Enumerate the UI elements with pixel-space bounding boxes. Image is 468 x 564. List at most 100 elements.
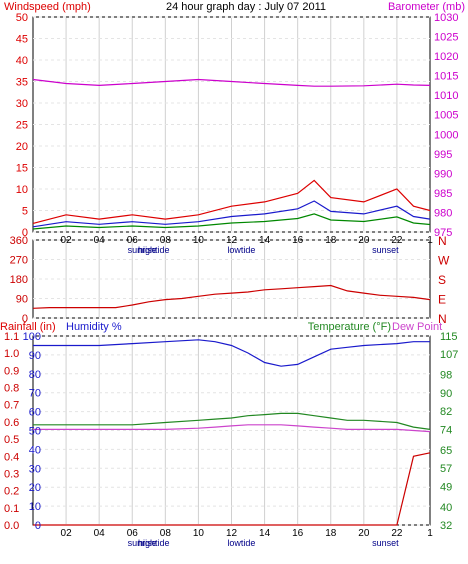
baro-tick-990: 990	[434, 168, 452, 180]
rain-tick-0.6: 0.6	[4, 417, 19, 429]
hour-label-0-04: 04	[94, 235, 106, 246]
baro-tick-985: 985	[434, 188, 452, 200]
event-label-0-lowtide: lowtide	[227, 245, 255, 255]
chart-title: 24 hour graph day : July 07 2011	[166, 1, 326, 13]
hour-label-0-10: 10	[193, 235, 205, 246]
wind-tick-30: 30	[16, 98, 28, 110]
event-label-0-sunset: sunset	[372, 245, 399, 255]
temperature-line	[33, 412, 431, 430]
rain-tick-0.8: 0.8	[4, 383, 19, 395]
wind-tick-20: 20	[16, 141, 28, 153]
rain-tick-0.3: 0.3	[4, 468, 19, 480]
hour-label-0-18: 18	[325, 235, 337, 246]
windspeed-line	[32, 179, 431, 224]
baro-tick-975: 975	[434, 227, 452, 239]
temp-tick-32: 32	[440, 520, 452, 532]
barometer-line	[32, 78, 431, 87]
series-lines	[32, 78, 431, 526]
hum-tick-90: 90	[29, 350, 41, 362]
gust-line	[32, 213, 431, 230]
hour-label-0-14: 14	[259, 235, 271, 246]
gridlines	[33, 16, 430, 526]
hum-tick-80: 80	[29, 369, 41, 381]
hum-tick-50: 50	[29, 426, 41, 438]
hour-label-0-12: 12	[226, 235, 238, 246]
hour-label-1-02: 02	[61, 528, 73, 539]
barometer-axis-label: Barometer (mb)	[388, 1, 465, 13]
windspeed-axis-label: Windspeed (mph)	[4, 1, 91, 13]
hour-label-1-04: 04	[94, 528, 106, 539]
rain-tick-0.5: 0.5	[4, 434, 19, 446]
wind-tick-10: 10	[16, 184, 28, 196]
wind-tick-35: 35	[16, 77, 28, 89]
hum-tick-10: 10	[29, 501, 41, 513]
dir-tick-0: 0	[22, 313, 28, 325]
rain-tick-0.1: 0.1	[4, 503, 19, 515]
hour-label-1-06: 06	[127, 528, 139, 539]
hour-label-1-18: 18	[325, 528, 337, 539]
hour-label-0-1: 1	[427, 235, 433, 246]
temp-tick-40: 40	[440, 502, 452, 514]
hour-label-1-12: 12	[226, 528, 238, 539]
hour-label-0-08: 08	[160, 235, 172, 246]
hour-label-0-16: 16	[292, 235, 304, 246]
rain-tick-1.1: 1.1	[4, 331, 19, 343]
compass-3: E	[438, 293, 446, 307]
temp-tick-90: 90	[440, 388, 452, 400]
temp-tick-65: 65	[440, 445, 452, 457]
hum-tick-70: 70	[29, 388, 41, 400]
hum-tick-30: 30	[29, 463, 41, 475]
dir-tick-360: 360	[10, 235, 28, 247]
wind-tick-15: 15	[16, 163, 28, 175]
wind-direction-line	[32, 284, 431, 309]
baro-tick-1015: 1015	[434, 71, 458, 83]
rain-tick-0.4: 0.4	[4, 451, 19, 463]
avg-wind-line	[32, 200, 431, 228]
baro-tick-1010: 1010	[434, 90, 458, 102]
baro-tick-980: 980	[434, 207, 452, 219]
temp-tick-98: 98	[440, 370, 452, 382]
hour-label-1-1: 1	[427, 528, 433, 539]
temperature-axis-label: Temperature (°F)	[308, 321, 391, 333]
baro-tick-1025: 1025	[434, 32, 458, 44]
hour-label-1-08: 08	[160, 528, 172, 539]
hour-label-1-10: 10	[193, 528, 205, 539]
rain-tick-0.2: 0.2	[4, 486, 19, 498]
event-label-1-sunrise: sunrise	[128, 538, 157, 548]
hour-label-1-22: 22	[391, 528, 403, 539]
wind-tick-5: 5	[22, 206, 28, 218]
baro-tick-1000: 1000	[434, 129, 458, 141]
dir-tick-180: 180	[10, 274, 28, 286]
dewpoint-axis-label: Dew Point	[392, 321, 442, 333]
humidity-line	[33, 339, 430, 367]
hour-label-0-20: 20	[358, 235, 370, 246]
rainfall-line	[33, 452, 431, 526]
hum-tick-100: 100	[23, 331, 41, 343]
event-label-1-hightide: hightide	[138, 538, 170, 548]
temp-tick-115: 115	[440, 331, 458, 343]
temp-tick-49: 49	[440, 481, 452, 493]
rain-tick-0: 0.0	[4, 520, 19, 532]
axis-labels: 0510152025303540455097598098599099510001…	[4, 12, 458, 548]
hour-label-1-20: 20	[358, 528, 370, 539]
wind-tick-25: 25	[16, 120, 28, 132]
event-label-1-sunset: sunset	[372, 538, 399, 548]
wind-tick-50: 50	[16, 12, 28, 24]
baro-tick-1020: 1020	[434, 51, 458, 63]
rain-tick-0.7: 0.7	[4, 400, 19, 412]
hum-tick-40: 40	[29, 444, 41, 456]
wind-tick-0: 0	[22, 227, 28, 239]
baro-tick-995: 995	[434, 149, 452, 161]
baro-tick-1030: 1030	[434, 12, 458, 24]
wind-tick-40: 40	[16, 55, 28, 67]
hour-label-1-16: 16	[292, 528, 304, 539]
hour-label-0-06: 06	[127, 235, 139, 246]
event-label-1-lowtide: lowtide	[227, 538, 255, 548]
baro-tick-1005: 1005	[434, 110, 458, 122]
rain-tick-0.9: 0.9	[4, 365, 19, 377]
temp-tick-82: 82	[440, 406, 452, 418]
humidity-axis-label: Humidity %	[66, 321, 122, 333]
hum-tick-20: 20	[29, 482, 41, 494]
